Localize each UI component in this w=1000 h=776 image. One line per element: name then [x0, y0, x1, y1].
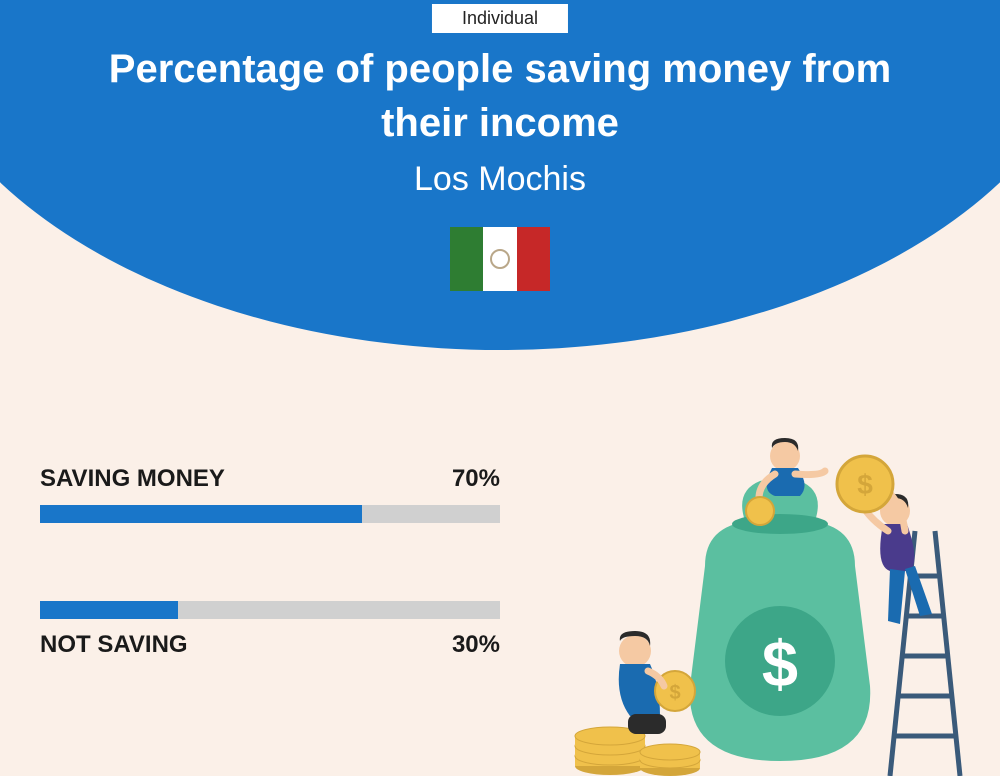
coin-stack-icon [575, 727, 645, 775]
bar-label: NOT SAVING [40, 631, 188, 659]
bar-track [40, 601, 500, 619]
svg-text:$: $ [857, 469, 873, 500]
bar-labels: NOT SAVING 30% [40, 631, 500, 659]
bar-track [40, 505, 500, 523]
page-subtitle: Los Mochis [0, 160, 1000, 199]
flag-stripe-white [483, 227, 516, 291]
bar-label: SAVING MONEY [40, 465, 225, 493]
person-sitting-icon: $ [619, 631, 695, 734]
flag-stripe-green [450, 227, 483, 291]
flag-emblem-icon [490, 249, 510, 269]
bar-value: 30% [452, 631, 500, 659]
flag-stripe-red [517, 227, 550, 291]
coin-stack-icon [640, 744, 700, 776]
mexico-flag-icon [450, 227, 550, 291]
bar-group-saving: SAVING MONEY 70% [40, 465, 500, 523]
badge-label: Individual [462, 8, 538, 28]
bar-fill [40, 601, 178, 619]
bar-group-not-saving: NOT SAVING 30% [40, 601, 500, 659]
page-title: Percentage of people saving money from t… [0, 42, 1000, 150]
category-badge: Individual [432, 4, 568, 33]
money-illustration-icon: $ $ $ [560, 436, 980, 776]
bars-section: SAVING MONEY 70% NOT SAVING 30% [40, 465, 500, 737]
bar-value: 70% [452, 465, 500, 493]
bar-fill [40, 505, 362, 523]
bar-labels: SAVING MONEY 70% [40, 465, 500, 493]
money-bag-icon: $ [690, 479, 871, 762]
svg-text:$: $ [669, 682, 680, 704]
svg-text:$: $ [762, 627, 798, 700]
